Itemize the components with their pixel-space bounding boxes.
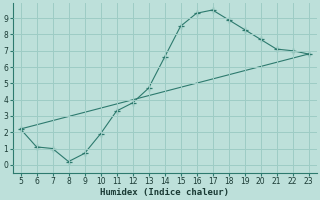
X-axis label: Humidex (Indice chaleur): Humidex (Indice chaleur) [100,188,229,197]
